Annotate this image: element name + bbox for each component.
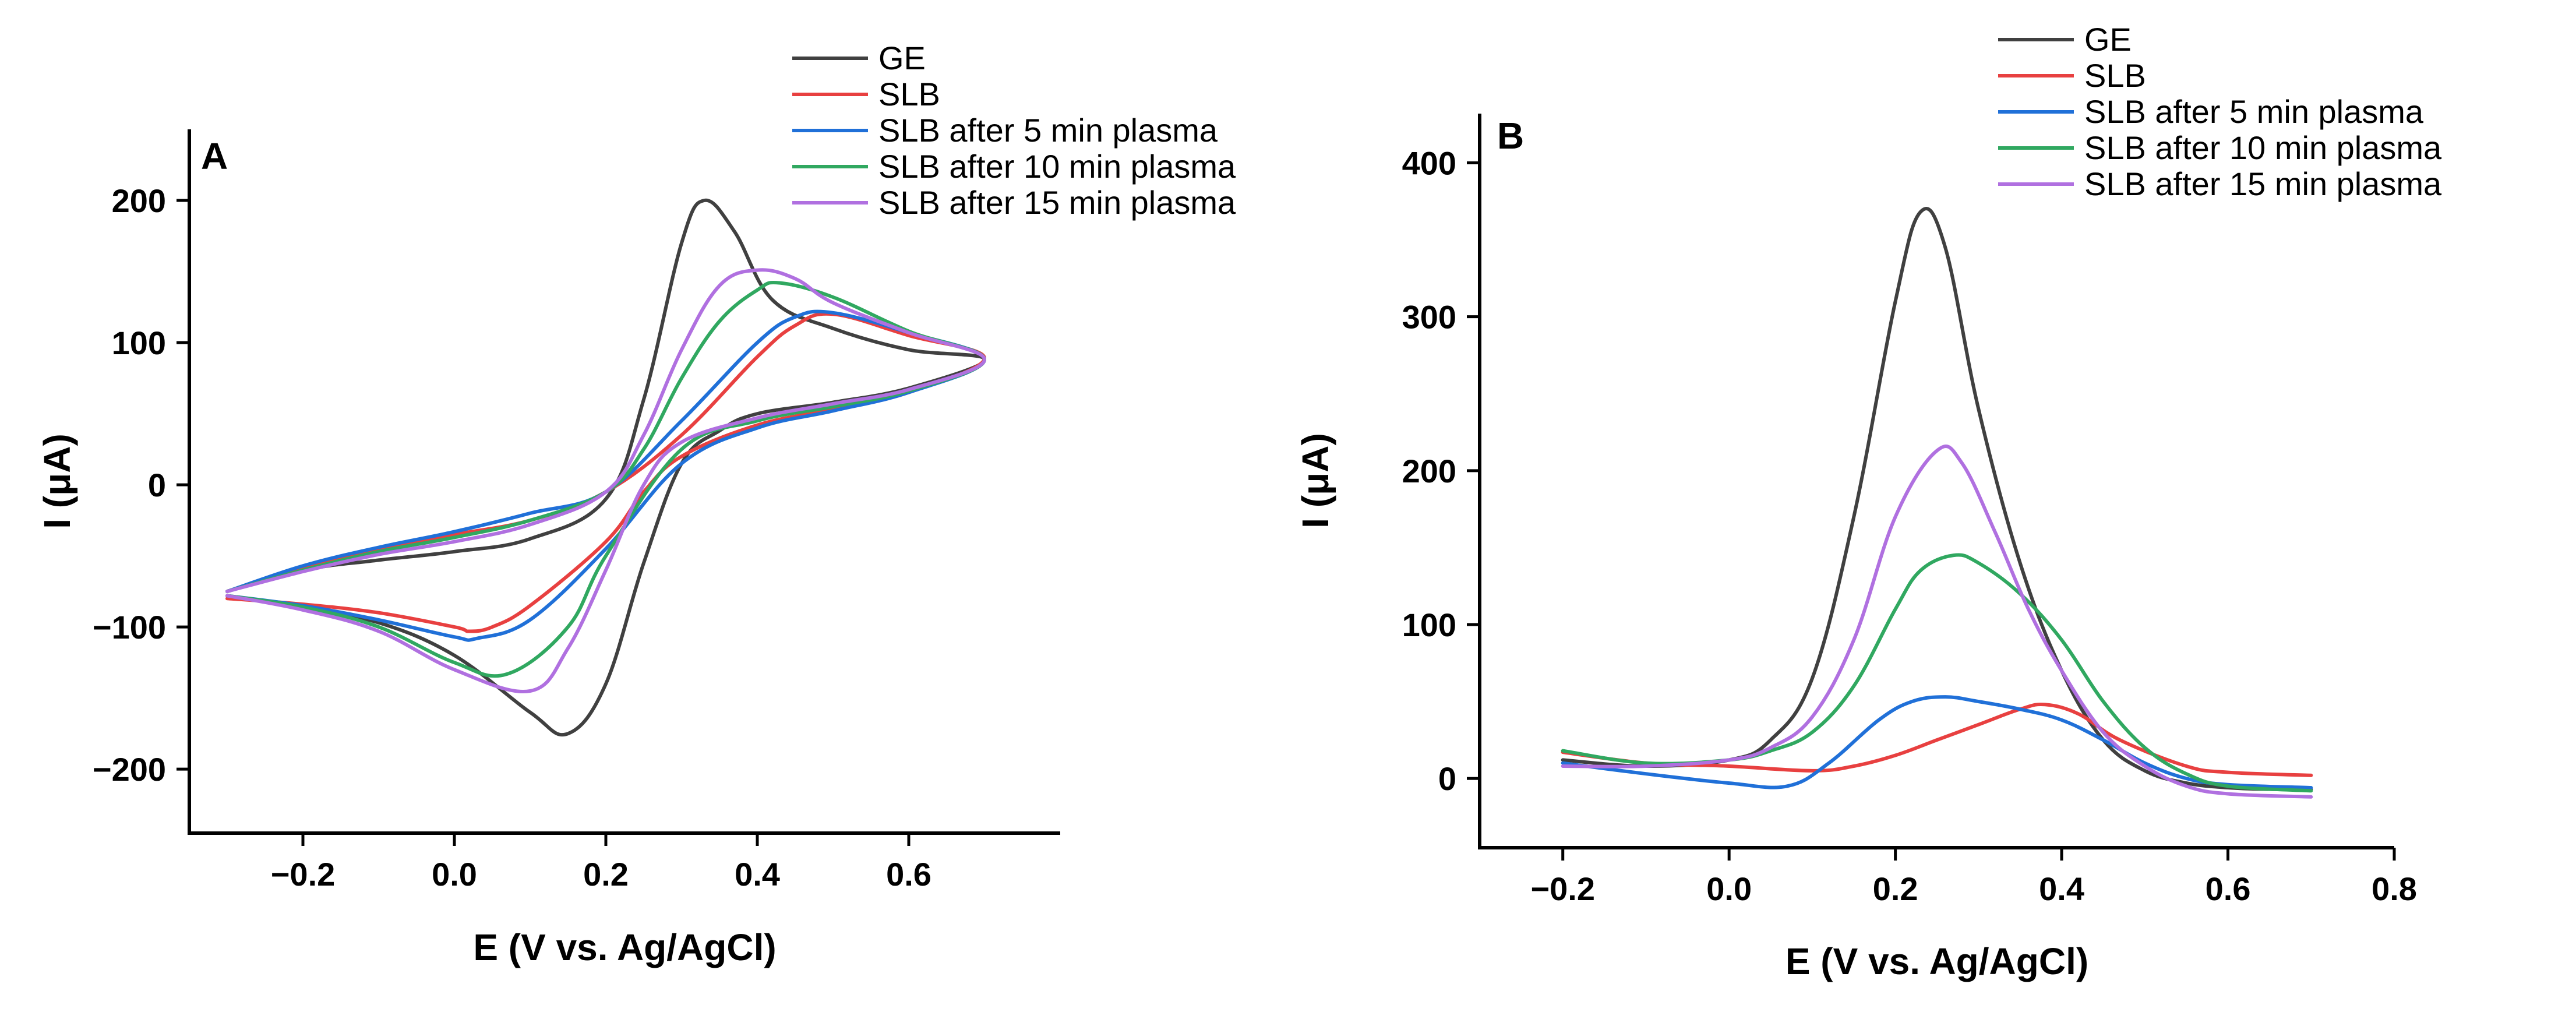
panel-letter: A [201, 135, 228, 177]
y-tick-label: 100 [1402, 607, 1456, 643]
panel-a: −0.2 0.0 0.2 0.4 0.6 −200 −100 0 100 200 A E (V vs.… [36, 40, 1236, 968]
x-tick-label: −0.2 [271, 856, 336, 893]
legend-label: SLB after 10 min plasma [878, 148, 1236, 185]
y-tick-label: 0 [1438, 760, 1456, 797]
legend-label: SLB after 15 min plasma [878, 184, 1236, 221]
legend-label: SLB [878, 76, 940, 112]
x-tick-label: 0.6 [2206, 870, 2251, 907]
y-axis-label: I (μA) [36, 433, 78, 529]
legend-label: SLB [2084, 57, 2146, 94]
series-line-4 [1561, 444, 2313, 799]
x-tick-label: 0.0 [1706, 870, 1752, 907]
x-tick-label: 0.8 [2372, 870, 2417, 907]
legend-label: GE [2084, 21, 2132, 58]
y-tick-label: 100 [112, 325, 166, 361]
x-tick-label: 0.2 [1873, 870, 1918, 907]
x-axis-label: E (V vs. Ag/AgCl) [473, 926, 776, 968]
series-line-0 [1561, 207, 2313, 791]
y-tick-label: 0 [148, 467, 166, 503]
panel-b: −0.2 0.0 0.2 0.4 0.6 0.8 0 100 200 300 400 B E (V vs… [1294, 21, 2442, 982]
x-tick-label: −0.2 [1530, 870, 1595, 907]
y-tick-label: 200 [1402, 453, 1456, 489]
x-tick-label: 0.6 [886, 856, 931, 893]
y-tick-label: −100 [93, 609, 166, 646]
y-tick-label: 200 [112, 182, 166, 219]
legend-label: SLB after 5 min plasma [2084, 93, 2424, 130]
series-line-1 [1561, 702, 2313, 777]
panel-letter: B [1497, 115, 1524, 157]
legend-label: GE [878, 40, 926, 76]
legend-label: SLB after 5 min plasma [878, 112, 1218, 149]
x-tick-label: 0.0 [432, 856, 477, 893]
legend-label: SLB after 10 min plasma [2084, 129, 2442, 166]
y-tick-label: −200 [93, 751, 166, 788]
legend-label: SLB after 15 min plasma [2084, 165, 2442, 202]
y-tick-label: 300 [1402, 299, 1456, 336]
x-tick-label: 0.2 [583, 856, 629, 893]
y-axis-label: I (μA) [1294, 433, 1336, 528]
x-tick-label: 0.4 [735, 856, 780, 893]
x-tick-label: 0.4 [2039, 870, 2084, 907]
series-line-2 [1561, 695, 2313, 789]
y-tick-label: 400 [1402, 145, 1456, 182]
series-line-4 [225, 268, 986, 693]
x-axis-label: E (V vs. Ag/AgCl) [1785, 940, 2088, 982]
